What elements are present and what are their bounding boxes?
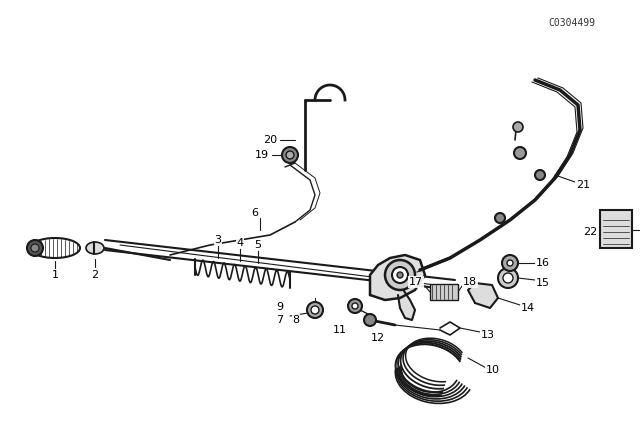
Ellipse shape <box>30 238 80 258</box>
Text: 5: 5 <box>255 240 262 250</box>
Text: 2: 2 <box>92 270 99 280</box>
Text: 1: 1 <box>51 270 58 280</box>
Circle shape <box>348 299 362 313</box>
Circle shape <box>502 255 518 271</box>
Text: 9: 9 <box>276 302 284 312</box>
Text: 3: 3 <box>214 235 221 245</box>
Text: C0304499: C0304499 <box>548 18 595 28</box>
Circle shape <box>392 267 408 283</box>
Circle shape <box>311 306 319 314</box>
Circle shape <box>286 151 294 159</box>
Circle shape <box>513 122 523 132</box>
Text: 4: 4 <box>236 238 244 248</box>
Text: 16: 16 <box>536 258 550 268</box>
Text: 12: 12 <box>371 333 385 343</box>
Circle shape <box>495 213 505 223</box>
Text: 10: 10 <box>486 365 500 375</box>
Text: 18: 18 <box>463 277 477 287</box>
Text: 14: 14 <box>521 303 535 313</box>
Polygon shape <box>468 283 498 308</box>
Text: 19: 19 <box>255 150 269 160</box>
Text: 22: 22 <box>583 227 597 237</box>
Text: 13: 13 <box>481 330 495 340</box>
Circle shape <box>27 240 43 256</box>
Text: 15: 15 <box>536 278 550 288</box>
Text: 6: 6 <box>252 208 259 218</box>
Text: 7: 7 <box>276 315 284 325</box>
Circle shape <box>514 147 526 159</box>
Circle shape <box>507 260 513 266</box>
Circle shape <box>364 314 376 326</box>
Circle shape <box>31 244 39 252</box>
Circle shape <box>282 147 298 163</box>
Text: 21: 21 <box>576 180 590 190</box>
Text: 8: 8 <box>292 315 300 325</box>
Polygon shape <box>398 285 415 320</box>
Circle shape <box>352 303 358 309</box>
Text: 11: 11 <box>333 325 347 335</box>
Circle shape <box>503 273 513 283</box>
Circle shape <box>535 170 545 180</box>
Text: 20: 20 <box>263 135 277 145</box>
Circle shape <box>498 268 518 288</box>
Circle shape <box>397 272 403 278</box>
Bar <box>600 210 632 248</box>
Text: 17: 17 <box>409 277 423 287</box>
Polygon shape <box>370 255 425 300</box>
Ellipse shape <box>86 242 104 254</box>
Circle shape <box>385 260 415 290</box>
Bar <box>430 284 458 300</box>
Circle shape <box>307 302 323 318</box>
